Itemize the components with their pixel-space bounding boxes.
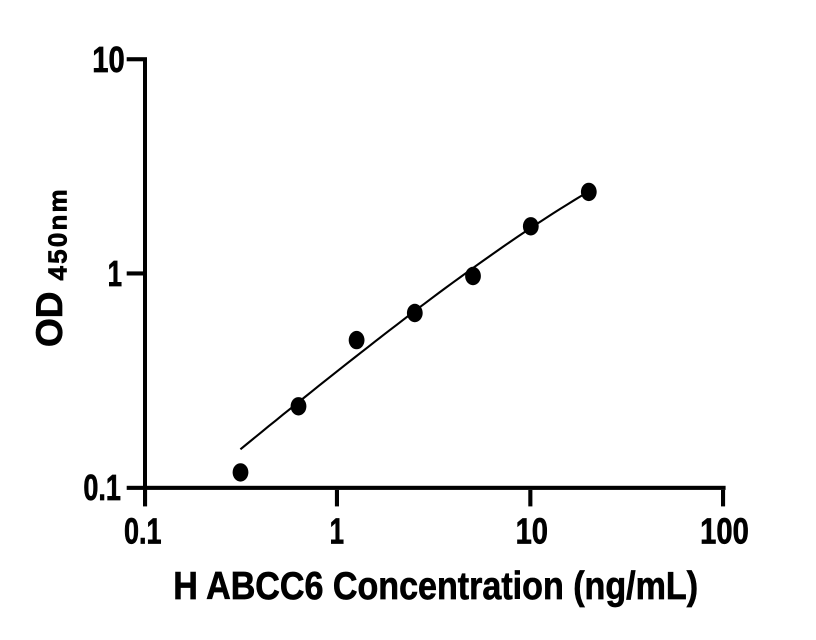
- svg-text:450nm: 450nm: [43, 187, 73, 280]
- svg-text:10: 10: [92, 39, 124, 80]
- svg-text:10: 10: [516, 510, 548, 551]
- svg-text:1: 1: [108, 254, 122, 294]
- svg-text:H ABCC6 Concentration (ng/mL): H ABCC6 Concentration (ng/mL): [173, 564, 698, 608]
- svg-text:OD: OD: [29, 292, 70, 348]
- svg-text:0.1: 0.1: [83, 467, 121, 508]
- svg-text:100: 100: [700, 510, 749, 551]
- svg-text:0.1: 0.1: [124, 511, 162, 552]
- svg-text:1: 1: [330, 511, 344, 551]
